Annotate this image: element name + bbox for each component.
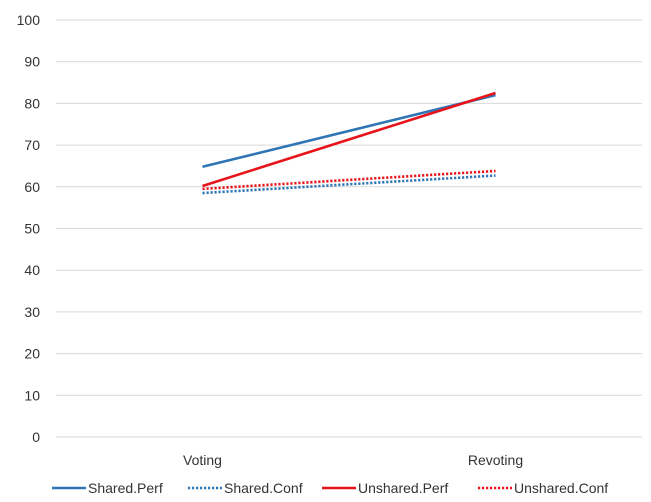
- y-tick-label: 90: [24, 54, 40, 70]
- y-tick-label: 10: [24, 387, 40, 403]
- y-tick-label: 40: [24, 262, 40, 278]
- series-line-shared-conf: [202, 174, 496, 195]
- y-tick-label: 20: [24, 346, 40, 362]
- y-axis: 0 10 20 30 40 50 60 70 80 90 100: [17, 12, 41, 445]
- series-line-shared-perf: [202, 93, 496, 169]
- x-axis: Voting Revoting: [183, 452, 523, 468]
- y-tick-label: 80: [24, 95, 40, 111]
- x-tick-label: Revoting: [468, 452, 523, 468]
- legend-label: Unshared.Perf: [358, 480, 448, 496]
- y-tick-label: 0: [32, 429, 40, 445]
- y-tick-label: 70: [24, 137, 40, 153]
- plot-series: [202, 91, 496, 195]
- y-tick-label: 60: [24, 179, 40, 195]
- legend-label: Unshared.Conf: [514, 480, 608, 496]
- y-tick-label: 50: [24, 221, 40, 237]
- series-line-unshared-perf: [202, 91, 496, 188]
- y-tick-label: 100: [17, 12, 41, 28]
- gridlines: [56, 19, 642, 438]
- legend-label: Shared.Conf: [224, 480, 303, 496]
- y-tick-label: 30: [24, 304, 40, 320]
- legend: Shared.Perf Shared.Conf Unshared.Perf Unsha…: [52, 480, 608, 496]
- series-line-unshared-conf: [202, 169, 496, 191]
- legend-label: Shared.Perf: [88, 480, 163, 496]
- x-tick-label: Voting: [183, 452, 222, 468]
